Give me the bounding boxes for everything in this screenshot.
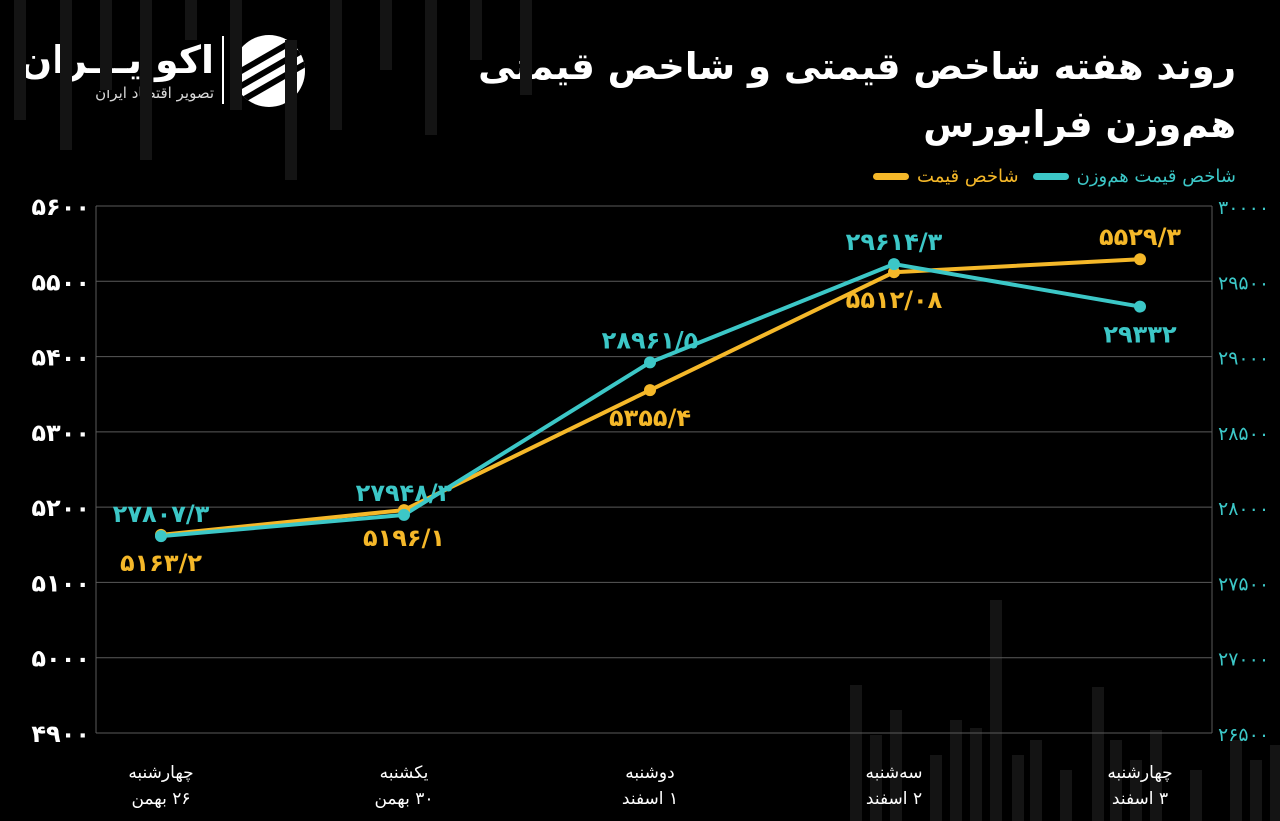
background-candle (380, 0, 392, 70)
background-candle (185, 0, 197, 40)
background-candle (285, 40, 297, 180)
left-axis-tick-label: ۴۹۰۰ (31, 720, 90, 748)
left-axis-tick-label: ۵۳۰۰ (31, 419, 90, 447)
background-candle (1190, 770, 1202, 821)
right-axis-tick-label: ۲۶۵۰۰ (1218, 724, 1269, 746)
legend-swatch-price-index (873, 173, 910, 180)
data-label-equal-weight-index: ۲۷۸۰۷/۳ (113, 500, 210, 528)
background-candle (520, 0, 532, 95)
x-tick-label-day: دوشنبه (625, 763, 674, 783)
background-candle (970, 728, 982, 821)
left-axis-tick-label: ۵۶۰۰ (31, 193, 90, 221)
background-candle (950, 720, 962, 821)
background-candle (1230, 740, 1242, 821)
data-label-price-index: ۵۵۲۹/۳ (1099, 223, 1181, 251)
legend: شاخص قیمت شاخص قیمت هم‌وزن (873, 166, 1236, 187)
data-point-equal-weight-index (398, 508, 410, 521)
legend-label-price-index: شاخص قیمت (917, 166, 1019, 187)
x-tick-label-date: ۳ اسفند (1112, 789, 1168, 809)
data-label-price-index: ۵۵۱۲/۰۸ (846, 286, 943, 314)
series-points (155, 253, 1146, 543)
x-tick-label-date: ۲ اسفند (866, 789, 922, 809)
data-point-price-index (1134, 253, 1146, 266)
background-candle (1110, 740, 1122, 821)
background-candle (890, 710, 902, 821)
right-axis-tick-label: ۲۸۰۰۰ (1218, 498, 1269, 520)
x-tick-label-day: چهارشنبه (1107, 763, 1172, 783)
background-candle (425, 0, 437, 135)
series-line-equal-weight-index (159, 262, 1142, 539)
background-candle (140, 0, 152, 160)
left-axis-tick-label: ۵۱۰۰ (31, 569, 90, 597)
series-line-price-index (159, 257, 1142, 537)
data-label-price-index: ۵۳۵۵/۴ (609, 404, 691, 432)
chart-title: روند هفته شاخص قیمتی و شاخص قیمتی هم‌وزن… (478, 45, 1236, 146)
left-axis-tick-label: ۵۵۰۰ (31, 268, 90, 296)
x-tick-label-date: ۲۶ بهمن (131, 789, 190, 809)
x-tick-label-day: سه‌شنبه (866, 763, 923, 783)
background-candle (1130, 760, 1142, 821)
x-tick-label-date: ۳۰ بهمن (374, 789, 433, 809)
data-label-equal-weight-index: ۲۷۹۴۸/۳ (356, 479, 453, 507)
right-axis-tick-label: ۲۹۵۰۰ (1218, 272, 1269, 294)
data-point-equal-weight-index (1134, 300, 1146, 313)
background-candle (930, 755, 942, 821)
data-point-equal-weight-index (888, 258, 900, 271)
background-candle (1060, 770, 1072, 821)
background-candle (1092, 687, 1104, 821)
background-candle (1270, 745, 1280, 821)
background-candles (14, 0, 1280, 821)
legend-item-equal-weight-index: شاخص قیمت هم‌وزن (1032, 166, 1236, 187)
background-candle (470, 0, 482, 60)
data-label-price-index: ۵۱۹۶/۱ (363, 524, 445, 552)
left-axis-tick-label: ۵۲۰۰ (31, 494, 90, 522)
right-axis: ۳۰۰۰۰ ۲۹۵۰۰ ۲۹۰۰۰ ۲۸۵۰۰ ۲۸۰۰۰ ۲۷۵۰۰ ۲۷۰۰۰ ۲۶۵۰۰ (1218, 197, 1269, 746)
data-point-equal-weight-index (155, 530, 167, 543)
logo-divider (222, 36, 224, 104)
data-label-equal-weight-index: ۲۹۳۳۲ (1103, 321, 1177, 349)
data-labels: ۵۱۶۳/۲ ۵۱۹۶/۱ ۵۳۵۵/۴ ۵۵۱۲/۰۸ ۵۵۲۹/۳ ۲۷۸۰۷/۳ ۲۷… (113, 223, 1182, 577)
background-candle (1030, 740, 1042, 821)
left-axis-tick-label: ۵۴۰۰ (31, 344, 90, 372)
right-axis-tick-label: ۲۹۰۰۰ (1218, 348, 1269, 370)
background-candle (14, 0, 26, 120)
x-axis: چهارشنبه ۲۶ بهمن یکشنبه ۳۰ بهمن دوشنبه ۱ اسفن… (128, 763, 1172, 809)
series-lines (159, 257, 1142, 539)
background-candle (1250, 760, 1262, 821)
right-axis-tick-label: ۲۷۰۰۰ (1218, 649, 1269, 671)
right-axis-tick-label: ۲۸۵۰۰ (1218, 423, 1269, 445)
background-candle (100, 0, 112, 90)
background-candle (850, 685, 862, 821)
background-candle (1012, 755, 1024, 821)
x-tick-label-day: چهارشنبه (128, 763, 193, 783)
data-label-equal-weight-index: ۲۹۶۱۴/۳ (846, 228, 943, 256)
data-point-price-index (644, 384, 656, 397)
left-axis-tick-label: ۵۰۰۰ (31, 645, 90, 673)
brand-name: اکوایـــران (19, 38, 214, 82)
legend-label-equal-weight-index: شاخص قیمت هم‌وزن (1076, 166, 1236, 187)
background-candle (230, 0, 242, 110)
data-label-equal-weight-index: ۲۸۹۶۱/۵ (602, 326, 699, 354)
right-axis-tick-label: ۳۰۰۰۰ (1218, 197, 1269, 219)
legend-swatch-equal-weight-index (1032, 173, 1069, 180)
background-candle (330, 0, 342, 130)
background-candle (870, 735, 882, 821)
x-tick-label-date: ۱ اسفند (622, 789, 678, 809)
data-point-equal-weight-index (644, 356, 656, 369)
background-candle (1150, 730, 1162, 821)
background-candle (990, 600, 1002, 821)
data-label-price-index: ۵۱۶۳/۲ (120, 549, 202, 577)
grid-lines (95, 205, 1213, 734)
left-axis: ۵۶۰۰ ۵۵۰۰ ۵۴۰۰ ۵۳۰۰ ۵۲۰۰ ۵۱۰۰ ۵۰۰۰ ۴۹۰۰ (31, 193, 90, 748)
x-tick-label-day: یکشنبه (380, 763, 429, 783)
right-axis-tick-label: ۲۷۵۰۰ (1218, 573, 1269, 595)
brand-tagline: تصویر اقتصاد ایران (95, 84, 214, 102)
legend-item-price-index: شاخص قیمت (873, 166, 1019, 187)
background-candle (60, 0, 72, 150)
